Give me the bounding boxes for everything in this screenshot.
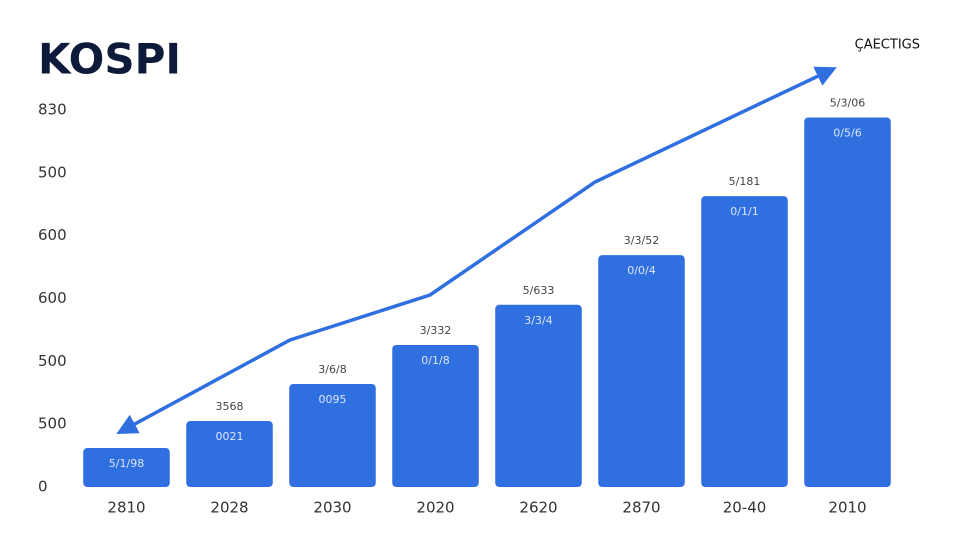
bar-label: 0/5/6 (833, 127, 861, 140)
x-tick-label: 2020 (416, 499, 454, 517)
y-tick-label: 0 (38, 478, 48, 496)
y-tick-label: 500 (38, 415, 67, 433)
y-tick-label: 500 (38, 163, 67, 181)
x-tick-label: 2028 (210, 499, 248, 517)
x-tick-label: 2620 (519, 499, 557, 517)
x-tick-label: 2030 (313, 499, 351, 517)
value-label: 3/6/8 (318, 363, 346, 376)
x-tick-label: 20-40 (723, 499, 767, 517)
legend-label: ÇAECTIGS (855, 38, 920, 53)
trend-arrow (116, 66, 837, 434)
y-tick-label: 600 (38, 226, 67, 244)
bar-label: 0021 (216, 430, 244, 443)
value-label: 3/3/52 (624, 234, 659, 247)
value-label: 5/3/06 (830, 97, 865, 110)
value-label: 5/633 (523, 284, 555, 297)
y-tick-label: 830 (38, 101, 67, 119)
bar (804, 117, 891, 487)
y-tick-label: 500 (38, 352, 67, 370)
x-tick-label: 2010 (828, 499, 866, 517)
value-label: 3/332 (420, 324, 452, 337)
bar-label: 0095 (319, 393, 347, 406)
chart-title: KOSPI (38, 35, 181, 84)
value-label: 3568 (216, 400, 244, 413)
bar (701, 196, 788, 487)
bar (598, 255, 685, 487)
bar-label: 5/1/98 (109, 457, 144, 470)
value-label: 5/181 (729, 175, 761, 188)
bar-label: 3/3/4 (524, 314, 552, 327)
bar-label: 0/1/8 (421, 354, 449, 367)
bar (186, 421, 273, 487)
y-tick-label: 600 (38, 289, 67, 307)
x-tick-label: 2870 (622, 499, 660, 517)
x-tick-label: 2810 (107, 499, 145, 517)
bar (495, 304, 582, 487)
bar-label: 0/1/1 (730, 205, 758, 218)
bar (83, 448, 170, 487)
bar-label: 0/0/4 (627, 264, 655, 277)
